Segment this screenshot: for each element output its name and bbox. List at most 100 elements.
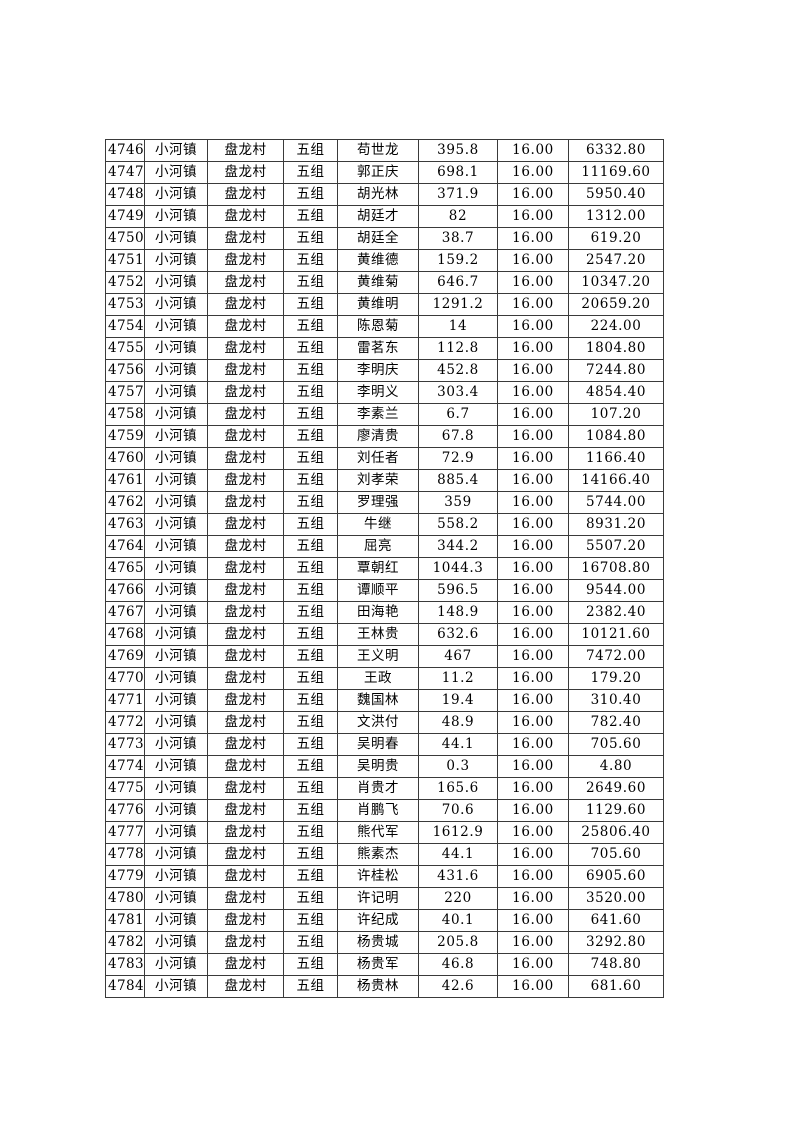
cell-village: 盘龙村 — [207, 293, 284, 316]
table-row: 4751 小河镇 盘龙村 五组 黄维德 159.2 16.00 2547.20 — [105, 249, 664, 272]
cell-amount: 705.60 — [568, 843, 664, 866]
cell-group: 五组 — [283, 865, 338, 888]
cell-seq: 4782 — [105, 931, 145, 954]
cell-village: 盘龙村 — [207, 381, 284, 404]
table-row: 4748 小河镇 盘龙村 五组 胡光林 371.9 16.00 5950.40 — [105, 183, 664, 206]
cell-rate: 16.00 — [497, 953, 569, 976]
cell-name: 陈恩菊 — [337, 315, 419, 338]
cell-name: 熊代军 — [337, 821, 419, 844]
cell-amount: 705.60 — [568, 733, 664, 756]
cell-village: 盘龙村 — [207, 887, 284, 910]
cell-town: 小河镇 — [144, 821, 208, 844]
cell-group: 五组 — [283, 623, 338, 646]
table-row: 4758 小河镇 盘龙村 五组 李素兰 6.7 16.00 107.20 — [105, 403, 664, 426]
cell-town: 小河镇 — [144, 513, 208, 536]
cell-seq: 4784 — [105, 975, 145, 998]
cell-rate: 16.00 — [497, 579, 569, 602]
cell-village: 盘龙村 — [207, 425, 284, 448]
cell-name: 吴明贵 — [337, 755, 419, 778]
cell-name: 刘孝荣 — [337, 469, 419, 492]
cell-village: 盘龙村 — [207, 447, 284, 470]
cell-town: 小河镇 — [144, 249, 208, 272]
cell-town: 小河镇 — [144, 755, 208, 778]
cell-rate: 16.00 — [497, 535, 569, 558]
cell-rate: 16.00 — [497, 183, 569, 206]
cell-name: 黄维菊 — [337, 271, 419, 294]
table-row: 4746 小河镇 盘龙村 五组 苟世龙 395.8 16.00 6332.80 — [105, 139, 664, 162]
cell-group: 五组 — [283, 315, 338, 338]
cell-area: 1612.9 — [418, 821, 498, 844]
cell-town: 小河镇 — [144, 865, 208, 888]
cell-amount: 2382.40 — [568, 601, 664, 624]
cell-amount: 619.20 — [568, 227, 664, 250]
compensation-detail-table: 4746 小河镇 盘龙村 五组 苟世龙 395.8 16.00 6332.80 4747 小河镇盘… — [105, 139, 664, 998]
cell-village: 盘龙村 — [207, 843, 284, 866]
cell-rate: 16.00 — [497, 711, 569, 734]
cell-group: 五组 — [283, 755, 338, 778]
cell-group: 五组 — [283, 887, 338, 910]
table-row: 4753 小河镇 盘龙村 五组 黄维明 1291.2 16.00 20659.20 — [105, 293, 664, 316]
cell-village: 盘龙村 — [207, 689, 284, 712]
cell-rate: 16.00 — [497, 491, 569, 514]
cell-village: 盘龙村 — [207, 139, 284, 162]
table-row: 4776 小河镇 盘龙村 五组 肖鹏飞 70.6 16.00 1129.60 — [105, 799, 664, 822]
cell-rate: 16.00 — [497, 513, 569, 536]
cell-amount: 6905.60 — [568, 865, 664, 888]
cell-name: 苟世龙 — [337, 139, 419, 162]
cell-name: 王林贵 — [337, 623, 419, 646]
table-row: 4771 小河镇 盘龙村 五组 魏国林 19.4 16.00 310.40 — [105, 689, 664, 712]
cell-group: 五组 — [283, 843, 338, 866]
cell-village: 盘龙村 — [207, 227, 284, 250]
cell-area: 38.7 — [418, 227, 498, 250]
cell-amount: 748.80 — [568, 953, 664, 976]
cell-amount: 10121.60 — [568, 623, 664, 646]
cell-seq: 4781 — [105, 909, 145, 932]
table-row: 4754 小河镇 盘龙村 五组 陈恩菊 14 16.00 224.00 — [105, 315, 664, 338]
cell-seq: 4783 — [105, 953, 145, 976]
cell-seq: 4755 — [105, 337, 145, 360]
cell-town: 小河镇 — [144, 205, 208, 228]
cell-rate: 16.00 — [497, 447, 569, 470]
cell-name: 许记明 — [337, 887, 419, 910]
cell-village: 盘龙村 — [207, 645, 284, 668]
table-row: 4763 小河镇 盘龙村 五组 牛继 558.2 16.00 8931.20 — [105, 513, 664, 536]
cell-town: 小河镇 — [144, 799, 208, 822]
cell-town: 小河镇 — [144, 931, 208, 954]
cell-amount: 7472.00 — [568, 645, 664, 668]
table-row: 4768 小河镇 盘龙村 五组 王林贵 632.6 16.00 10121.60 — [105, 623, 664, 646]
cell-area: 42.6 — [418, 975, 498, 998]
cell-town: 小河镇 — [144, 601, 208, 624]
cell-seq: 4750 — [105, 227, 145, 250]
table-row: 4760 小河镇 盘龙村 五组 刘任者 72.9 16.00 1166.40 — [105, 447, 664, 470]
cell-name: 王政 — [337, 667, 419, 690]
cell-seq: 4767 — [105, 601, 145, 624]
cell-rate: 16.00 — [497, 799, 569, 822]
cell-name: 谭顺平 — [337, 579, 419, 602]
cell-village: 盘龙村 — [207, 249, 284, 272]
cell-amount: 25806.40 — [568, 821, 664, 844]
cell-name: 郭正庆 — [337, 161, 419, 184]
cell-village: 盘龙村 — [207, 337, 284, 360]
cell-village: 盘龙村 — [207, 601, 284, 624]
table-row: 4774 小河镇 盘龙村 五组 吴明贵 0.3 16.00 4.80 — [105, 755, 664, 778]
cell-town: 小河镇 — [144, 315, 208, 338]
cell-amount: 14166.40 — [568, 469, 664, 492]
cell-amount: 310.40 — [568, 689, 664, 712]
cell-name: 牛继 — [337, 513, 419, 536]
cell-area: 40.1 — [418, 909, 498, 932]
table-row: 4757 小河镇 盘龙村 五组 李明义 303.4 16.00 4854.40 — [105, 381, 664, 404]
cell-rate: 16.00 — [497, 271, 569, 294]
cell-area: 44.1 — [418, 843, 498, 866]
table-row: 4764 小河镇 盘龙村 五组 屈亮 344.2 16.00 5507.20 — [105, 535, 664, 558]
cell-rate: 16.00 — [497, 887, 569, 910]
cell-rate: 16.00 — [497, 161, 569, 184]
cell-group: 五组 — [283, 953, 338, 976]
cell-amount: 5950.40 — [568, 183, 664, 206]
cell-name: 杨贵城 — [337, 931, 419, 954]
cell-name: 文洪付 — [337, 711, 419, 734]
cell-area: 11.2 — [418, 667, 498, 690]
cell-area: 698.1 — [418, 161, 498, 184]
cell-group: 五组 — [283, 777, 338, 800]
cell-town: 小河镇 — [144, 733, 208, 756]
cell-seq: 4772 — [105, 711, 145, 734]
